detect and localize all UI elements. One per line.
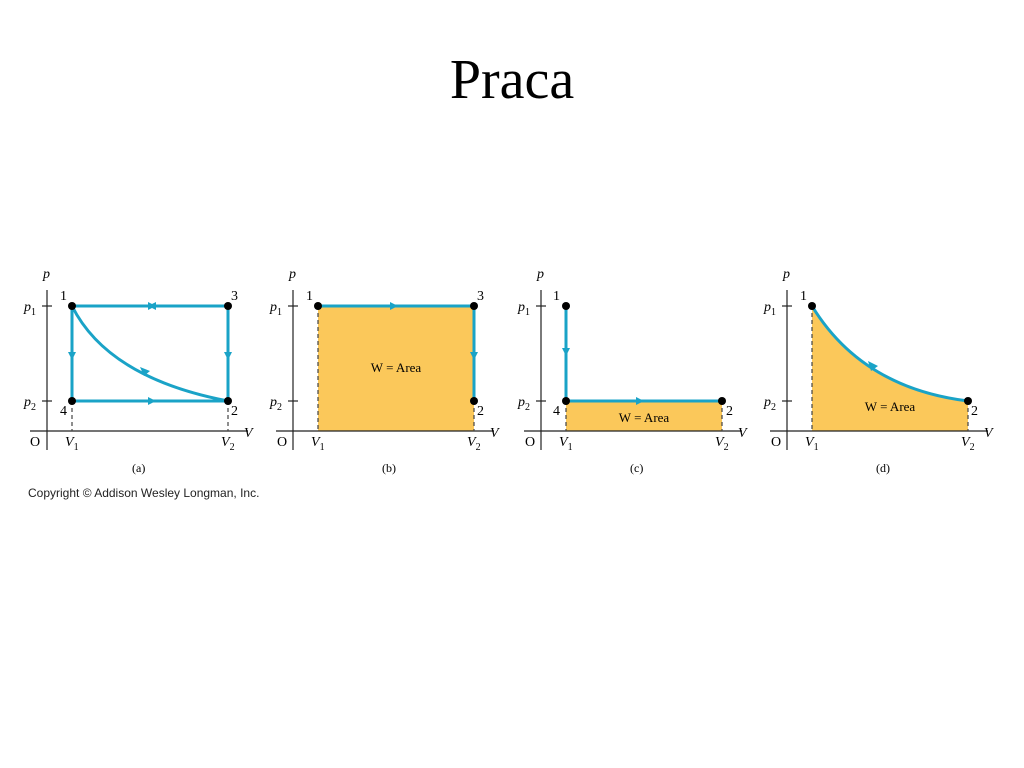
panel-a-pt4-label: 4 [60, 404, 67, 419]
panel-a-pt1-label: 1 [60, 289, 67, 304]
copyright-notice: Copyright © Addison Wesley Longman, Inc. [28, 486, 260, 500]
panel-d-p-axis-label: p [782, 267, 790, 282]
panel-c-point-2 [718, 397, 726, 405]
panel-b-point-3 [470, 302, 478, 310]
panel-b-v-axis-label: V [490, 426, 500, 441]
panel-a: p p1 p2 O V1 V2 V 1 3 4 2 (a) [23, 267, 254, 475]
panel-d-v1-label: V1 [805, 435, 819, 453]
panel-d-p2-label: p2 [763, 395, 776, 413]
panel-c-p-axis-label: p [536, 267, 544, 282]
panel-b: p p1 p2 O V1 V2 V 1 3 2 W = Area (b) [269, 267, 500, 475]
panel-a-v-axis-label: V [244, 426, 254, 441]
panel-a-point-4 [68, 397, 76, 405]
panel-d: p p1 p2 O V1 V2 V 1 2 W = Area (d) [763, 267, 994, 475]
panel-a-p1-label: p1 [23, 300, 36, 318]
panel-d-v-axis-label: V [984, 426, 994, 441]
slide-title: Praca [449, 49, 575, 111]
panel-a-point-2 [224, 397, 232, 405]
panel-d-point-1 [808, 302, 816, 310]
panel-d-point-2 [964, 397, 972, 405]
panel-b-p-axis-label: p [288, 267, 296, 282]
panel-d-v2-label: V2 [961, 435, 975, 453]
panel-d-pt2-label: 2 [971, 404, 978, 419]
panel-b-v2-label: V2 [467, 435, 481, 453]
panel-b-p2-label: p2 [269, 395, 282, 413]
panel-c-pt1-label: 1 [553, 289, 560, 304]
panel-c-origin-label: O [525, 435, 535, 450]
panel-b-p1-label: p1 [269, 300, 282, 318]
panel-d-caption: (d) [876, 461, 890, 475]
panel-d-path-1-2-curve [810, 305, 969, 403]
panel-c-pt2-label: 2 [726, 404, 733, 419]
panel-d-work-area [812, 306, 968, 431]
panel-b-pt2-label: 2 [477, 404, 484, 419]
panel-a-caption: (a) [132, 461, 145, 475]
panel-a-p-axis-label: p [42, 267, 50, 282]
panel-a-pt3-label: 3 [231, 289, 238, 304]
panel-c-work-area [566, 401, 722, 431]
panel-d-pt1-label: 1 [800, 289, 807, 304]
panel-c-pt4-label: 4 [553, 404, 560, 419]
panel-a-path-1-2-curve [70, 305, 229, 403]
panel-d-p1-label: p1 [763, 300, 776, 318]
panel-c-v-axis-label: V [738, 426, 748, 441]
panel-c-area-label: W = Area [619, 410, 670, 425]
panel-c: p p1 p2 O V1 V2 V 1 4 2 W = Area (c) [517, 267, 748, 475]
panel-a-origin-label: O [30, 435, 40, 450]
panel-c-caption: (c) [630, 461, 643, 475]
panel-a-p2-label: p2 [23, 395, 36, 413]
panel-b-origin-label: O [277, 435, 287, 450]
panel-b-work-area [318, 306, 474, 431]
panel-b-pt3-label: 3 [477, 289, 484, 304]
panel-a-pt2-label: 2 [231, 404, 238, 419]
panel-c-point-4 [562, 397, 570, 405]
panel-b-v1-label: V1 [311, 435, 325, 453]
panel-a-point-3 [224, 302, 232, 310]
panel-a-point-1 [68, 302, 76, 310]
panel-d-origin-label: O [771, 435, 781, 450]
panel-b-point-2 [470, 397, 478, 405]
panel-c-point-1 [562, 302, 570, 310]
panel-d-area-label: W = Area [865, 399, 916, 414]
panel-c-p2-label: p2 [517, 395, 530, 413]
panel-b-point-1 [314, 302, 322, 310]
panel-c-v1-label: V1 [559, 435, 573, 453]
panel-b-caption: (b) [382, 461, 396, 475]
panel-c-v2-label: V2 [715, 435, 729, 453]
panel-b-area-label: W = Area [371, 360, 422, 375]
panel-c-p1-label: p1 [517, 300, 530, 318]
panel-a-v2-label: V2 [221, 435, 235, 453]
panel-b-pt1-label: 1 [306, 289, 313, 304]
panel-a-v1-label: V1 [65, 435, 79, 453]
